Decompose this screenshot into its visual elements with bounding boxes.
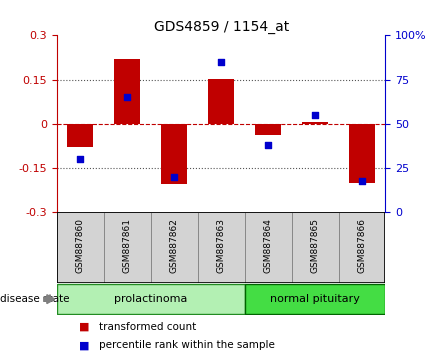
Bar	[208, 79, 234, 124]
Text: normal pituitary: normal pituitary	[270, 294, 360, 304]
Bar	[67, 124, 93, 148]
Bar	[339, 212, 385, 283]
Bar	[161, 124, 187, 184]
Bar	[292, 212, 339, 283]
Bar	[198, 212, 245, 283]
Bar	[255, 124, 281, 135]
Bar	[245, 284, 385, 314]
Text: prolactinoma: prolactinoma	[114, 294, 187, 304]
Text: ■: ■	[79, 341, 89, 350]
Point	[124, 95, 131, 100]
Point	[358, 178, 365, 183]
Text: ■: ■	[79, 322, 89, 332]
Text: GSM887865: GSM887865	[311, 218, 320, 273]
Text: GSM887866: GSM887866	[357, 218, 367, 273]
Bar	[245, 212, 292, 283]
Text: percentile rank within the sample: percentile rank within the sample	[99, 341, 275, 350]
Text: GSM887864: GSM887864	[264, 218, 272, 273]
Text: GSM887860: GSM887860	[76, 218, 85, 273]
Bar	[302, 121, 328, 124]
Point	[218, 59, 225, 65]
Point	[311, 112, 318, 118]
Bar	[349, 124, 375, 183]
Point	[77, 156, 84, 162]
Text: GSM887861: GSM887861	[123, 218, 132, 273]
Title: GDS4859 / 1154_at: GDS4859 / 1154_at	[154, 21, 289, 34]
Text: disease state: disease state	[0, 294, 70, 304]
Bar	[114, 59, 140, 124]
Text: transformed count: transformed count	[99, 322, 196, 332]
Text: GSM887862: GSM887862	[170, 218, 179, 273]
Point	[171, 174, 178, 180]
Bar	[151, 212, 198, 283]
Bar	[57, 212, 104, 283]
Bar	[104, 212, 151, 283]
Bar	[57, 284, 245, 314]
Text: GSM887863: GSM887863	[217, 218, 226, 273]
Point	[265, 142, 272, 148]
